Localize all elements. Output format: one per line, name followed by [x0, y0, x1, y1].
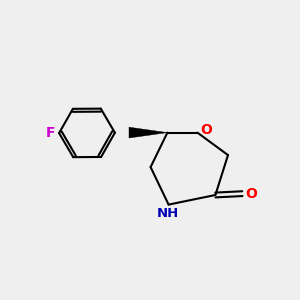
Text: NH: NH: [157, 207, 179, 220]
Polygon shape: [129, 127, 167, 138]
Text: O: O: [245, 187, 257, 201]
Text: F: F: [45, 126, 55, 140]
Text: O: O: [200, 123, 212, 136]
